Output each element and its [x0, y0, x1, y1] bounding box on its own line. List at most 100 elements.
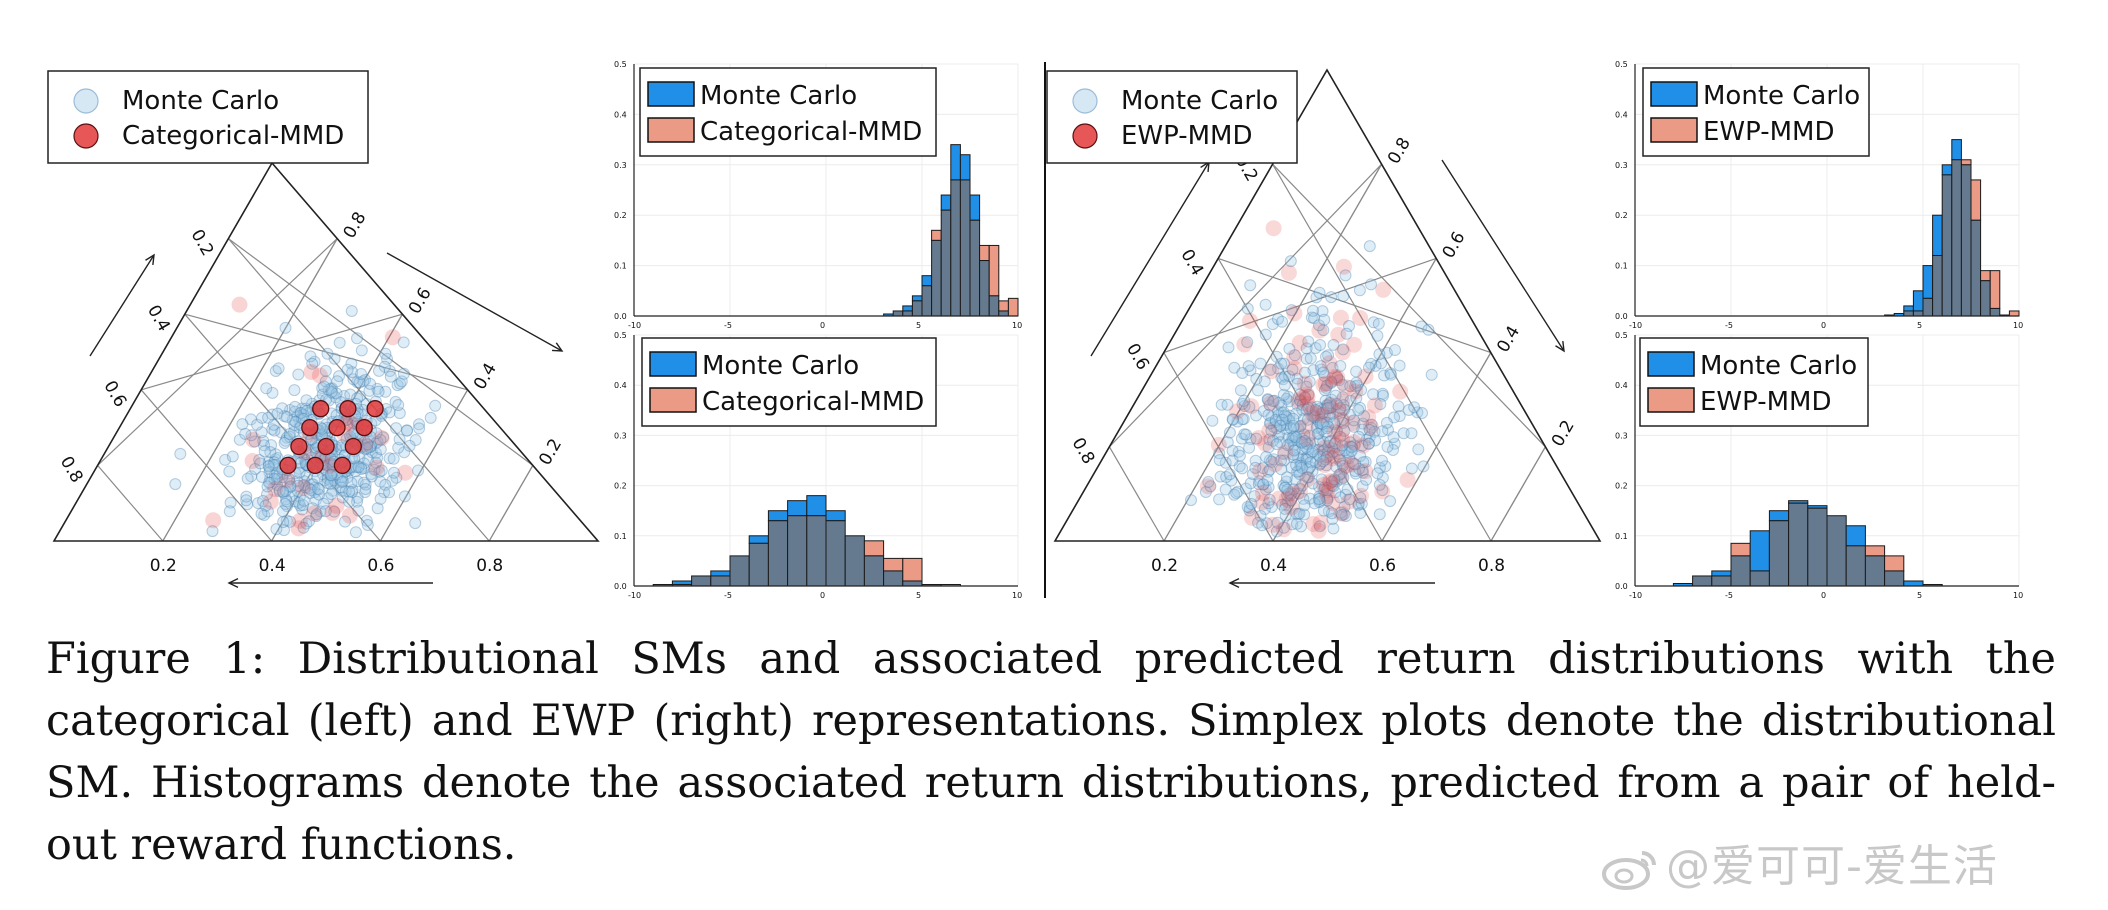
monte-carlo-point: [343, 485, 356, 498]
monte-carlo-point: [398, 446, 411, 459]
monte-carlo-point: [262, 456, 275, 469]
monte-carlo-point: [1268, 394, 1281, 407]
monte-carlo-point: [224, 496, 237, 509]
monte-carlo-point: [293, 466, 306, 479]
monte-carlo-point: [1256, 519, 1269, 532]
monte-carlo-point: [314, 505, 327, 518]
predicted-point: [1357, 368, 1374, 385]
histogram-bar: [1922, 265, 1934, 299]
monte-carlo-point: [1344, 380, 1357, 393]
monte-carlo-point: [1323, 449, 1336, 462]
monte-carlo-point: [1244, 364, 1257, 377]
histogram-bar: [940, 209, 952, 317]
monte-carlo-point: [1271, 516, 1284, 529]
monte-carlo-point: [1281, 496, 1294, 509]
y-tick-label: 0.0: [614, 312, 627, 321]
monte-carlo-point: [1295, 436, 1308, 449]
histogram-right-bottom: -10 -5 0 5 10 0.0 0.1 0.2 0.3 0.4 0.5 Monte Carlo EW…: [1615, 331, 2023, 600]
predicted-point: [1334, 344, 1351, 361]
monte-carlo-point: [1304, 492, 1316, 505]
monte-carlo-point: [330, 387, 343, 400]
monte-carlo-point: [1325, 507, 1338, 520]
monte-carlo-point: [1225, 474, 1238, 487]
monte-carlo-point: [288, 419, 301, 432]
monte-carlo-point: [1313, 434, 1326, 447]
predicted-point: [244, 453, 261, 469]
monte-carlo-point: [1382, 423, 1394, 436]
monte-carlo-point: [1333, 405, 1346, 417]
monte-carlo-point: [294, 499, 307, 512]
monte-carlo-point: [271, 407, 284, 420]
predicted-point: [1338, 457, 1355, 474]
monte-carlo-point: [1337, 399, 1350, 412]
monte-carlo-point: [1276, 498, 1289, 511]
monte-carlo-point: [1285, 461, 1298, 474]
monte-carlo-point: [1326, 445, 1339, 458]
left-tick-label: 0.6: [1122, 340, 1153, 373]
monte-carlo-point: [1298, 499, 1311, 512]
predicted-point: [1345, 434, 1362, 451]
monte-carlo-point: [280, 493, 292, 506]
simplex-grid-line: [97, 465, 164, 542]
monte-carlo-point: [1345, 445, 1358, 457]
monte-carlo-point: [1304, 456, 1317, 469]
monte-carlo-point: [1299, 452, 1312, 465]
figure-panels: 0.8 0.6 0.4 0.2 0.2 0.4 0.6 0.8 0.2 0.4 0.6 0.8 Mont…: [47, 60, 2023, 600]
histogram-bar: [1788, 502, 1809, 587]
histogram-bar: [969, 194, 981, 221]
monte-carlo-point: [304, 483, 317, 496]
left-arrow: [89, 254, 155, 357]
monte-carlo-point: [1354, 491, 1367, 504]
histogram-bar: [902, 310, 913, 317]
monte-carlo-point: [1272, 405, 1284, 418]
predicted-point: [301, 418, 319, 437]
monte-carlo-point: [291, 475, 304, 488]
monte-carlo-point: [1297, 492, 1310, 505]
monte-carlo-point: [1314, 360, 1327, 373]
monte-carlo-point: [1287, 448, 1300, 461]
monte-carlo-point: [241, 472, 254, 485]
histogram-bar: [1711, 575, 1732, 587]
monte-carlo-point: [1243, 400, 1256, 413]
histogram-bar: [1007, 297, 1019, 317]
predicted-point: [1297, 418, 1314, 435]
monte-carlo-point: [1249, 461, 1262, 474]
monte-carlo-point: [1314, 402, 1327, 415]
histogram-bar: [902, 580, 923, 587]
histogram-bar: [979, 244, 990, 262]
monte-carlo-point: [254, 457, 267, 470]
predicted-point: [1344, 456, 1360, 473]
monte-carlo-point: [389, 395, 402, 408]
monte-carlo-point: [357, 476, 370, 489]
histogram-bar: [1864, 555, 1886, 587]
monte-carlo-point: [1272, 313, 1284, 325]
monte-carlo-point: [1244, 433, 1257, 446]
monte-carlo-point: [372, 385, 385, 398]
monte-carlo-point: [1214, 470, 1227, 483]
monte-carlo-point: [351, 332, 363, 345]
monte-carlo-point: [1288, 439, 1300, 452]
histogram-bar: [806, 515, 827, 587]
monte-carlo-point: [1283, 437, 1296, 450]
monte-carlo-point: [1416, 407, 1428, 419]
monte-carlo-point: [1367, 388, 1380, 401]
histogram-bar: [863, 540, 885, 557]
predicted-point: [1250, 430, 1267, 446]
monte-carlo-point: [383, 486, 396, 499]
y-tick-label: 0.4: [614, 110, 627, 119]
predicted-point: [1264, 516, 1281, 533]
monte-carlo-point: [1314, 414, 1327, 426]
monte-carlo-point: [1289, 443, 1302, 456]
monte-carlo-point: [362, 453, 374, 466]
legend-label: Monte Carlo: [1121, 86, 1278, 116]
monte-carlo-point: [1347, 457, 1360, 470]
monte-carlo-point: [388, 466, 400, 479]
monte-carlo-point: [1371, 329, 1384, 342]
monte-carlo-point: [1287, 451, 1300, 464]
monte-carlo-point: [335, 481, 348, 494]
monte-carlo-point: [357, 462, 370, 475]
monte-carlo-point: [1301, 471, 1314, 484]
monte-carlo-point: [1334, 402, 1347, 415]
monte-carlo-point: [1313, 490, 1326, 503]
monte-carlo-point: [395, 375, 408, 388]
